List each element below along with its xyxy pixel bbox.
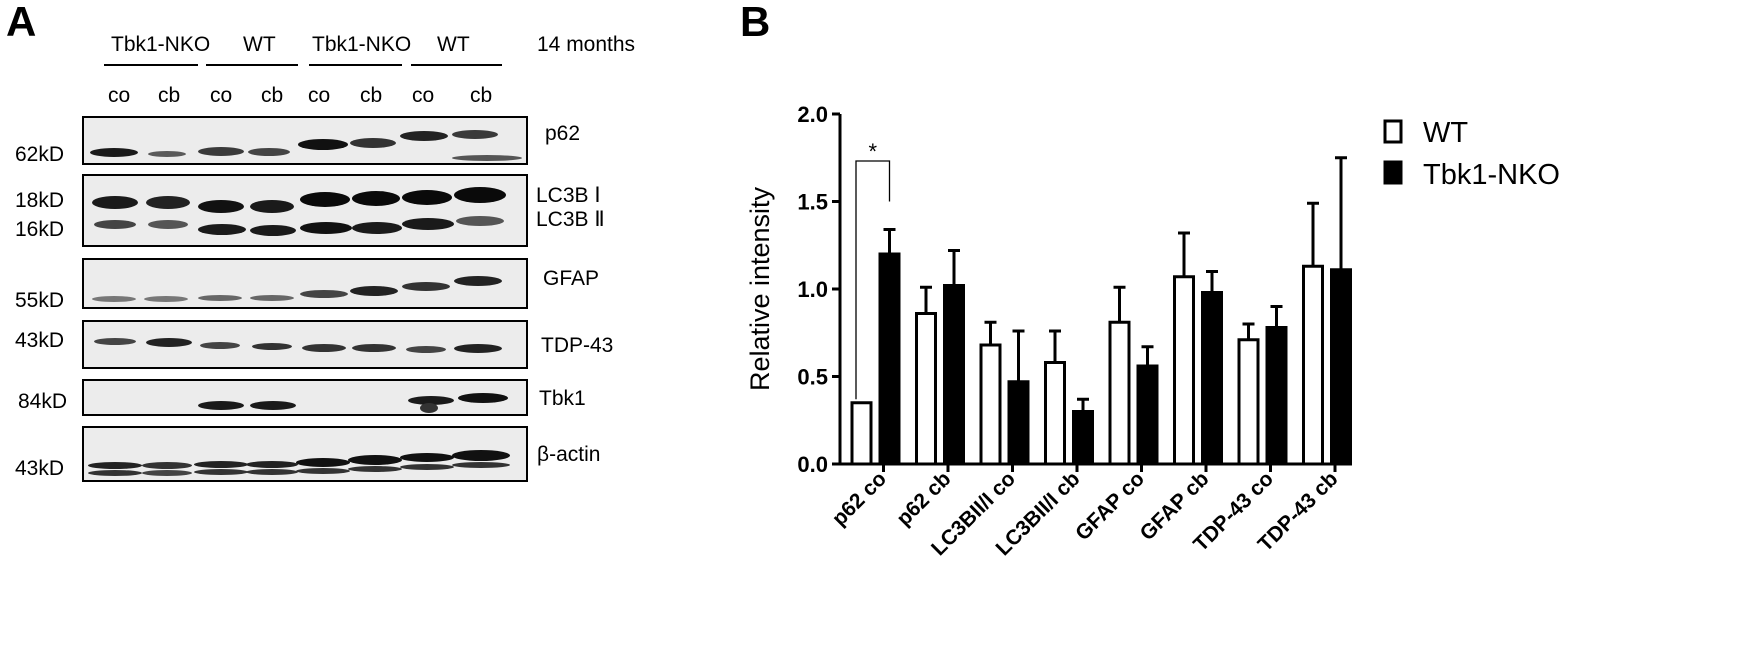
group-underline-4 — [411, 64, 502, 66]
x-tick-label: GFAP co — [1071, 467, 1149, 545]
lane-label-7: co — [412, 84, 435, 107]
blot-lc3b-mw-1: 18kD — [15, 189, 65, 212]
blot-lc3b-label-2: LC3B Ⅱ — [536, 208, 605, 231]
group-label-2: WT — [243, 33, 276, 56]
group-underline-2 — [206, 64, 298, 66]
y-tick-label: 1.5 — [797, 190, 828, 215]
blot-tdp43-label: TDP-43 — [541, 334, 614, 357]
bar-tbk1-nko — [1072, 410, 1094, 466]
legend-label-wt: WT — [1423, 117, 1468, 149]
lane-label-5: co — [308, 84, 331, 107]
bar-tbk1-nko — [1136, 364, 1159, 466]
blot-beta-actin — [82, 426, 528, 482]
blot-gfap — [82, 258, 528, 309]
blot-tbk1-label: Tbk1 — [539, 387, 586, 410]
bar-tbk1-nko — [1201, 291, 1223, 466]
bar-wt — [1108, 320, 1131, 466]
group-label-4: WT — [437, 33, 470, 56]
x-tick-label: p62 cb — [892, 467, 955, 530]
blot-lc3b-label-1: LC3B Ⅰ — [536, 184, 601, 207]
y-tick-label: 0.5 — [797, 365, 828, 390]
lane-label-3: co — [210, 84, 233, 107]
age-label: 14 months — [537, 33, 636, 56]
blot-tbk1 — [82, 379, 528, 416]
lane-label-6: cb — [360, 84, 383, 107]
blot-tbk1-mw: 84kD — [18, 390, 68, 413]
group-underline-3 — [309, 64, 402, 66]
group-label-3: Tbk1-NKO — [312, 33, 412, 56]
lane-label-8: cb — [470, 84, 493, 107]
blot-lc3b-mw-2: 16kD — [15, 218, 65, 241]
blot-p62 — [82, 116, 528, 165]
blot-p62-mw: 62kD — [15, 143, 65, 166]
blot-gfap-label: GFAP — [543, 267, 600, 290]
bar-wt — [850, 401, 873, 466]
bar-wt — [1237, 338, 1260, 466]
bar-wt — [979, 343, 1002, 466]
blot-tdp43-mw: 43kD — [15, 329, 65, 352]
bar-wt — [1302, 264, 1324, 466]
significance-star: * — [868, 139, 877, 164]
blot-beta-actin-mw: 43kD — [15, 457, 65, 480]
lane-label-2: cb — [158, 84, 181, 107]
blot-gfap-mw: 55kD — [15, 289, 65, 312]
panel-b-letter: B — [740, 0, 771, 45]
bar-wt — [1044, 361, 1066, 466]
y-axis-title: Relative intensity — [745, 186, 775, 391]
lane-label-4: cb — [261, 84, 284, 107]
blot-beta-actin-label: β-actin — [537, 443, 601, 466]
group-label-1: Tbk1-NKO — [111, 33, 211, 56]
group-underline-1 — [104, 64, 198, 66]
lane-label-1: co — [108, 84, 131, 107]
legend-label-tbk1-nko: Tbk1-NKO — [1423, 159, 1560, 191]
legend-swatch-tbk1-nko — [1383, 160, 1403, 185]
panel-a-letter: A — [6, 0, 37, 45]
blot-p62-label: p62 — [545, 122, 581, 145]
bar-tbk1-nko — [1265, 326, 1288, 466]
y-tick-label: 1.0 — [797, 277, 828, 302]
significance-bracket — [855, 160, 891, 400]
y-tick-label: 0.0 — [797, 452, 828, 477]
bar-wt — [1173, 275, 1195, 466]
bar-tbk1-nko — [943, 284, 965, 466]
blot-lc3b — [82, 174, 528, 247]
blot-tdp43 — [82, 320, 528, 369]
bar-tbk1-nko — [878, 252, 901, 466]
bar-tbk1-nko — [1330, 268, 1352, 466]
y-tick-label: 2.0 — [797, 102, 828, 127]
legend-swatch-wt — [1383, 119, 1403, 144]
bar-tbk1-nko — [1007, 380, 1030, 466]
x-tick-label: p62 co — [828, 467, 891, 530]
bar-wt — [915, 312, 937, 466]
